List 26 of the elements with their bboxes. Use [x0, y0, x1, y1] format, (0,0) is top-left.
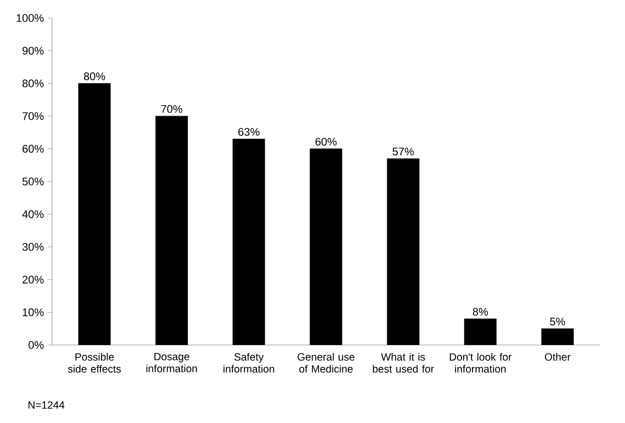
x-tick-label: General use of Medicine	[298, 352, 354, 373]
data-label: 80%	[84, 72, 106, 80]
x-tick-label: Possible side effects	[68, 352, 121, 373]
data-label: 63%	[238, 128, 260, 136]
y-tick-label: 40%	[22, 210, 44, 218]
x-tick-label: Dosage information	[146, 352, 197, 372]
y-tick-label: 70%	[22, 112, 44, 120]
text: N=1244	[28, 401, 64, 409]
data-label: 57%	[392, 148, 414, 156]
y-tick-label: 80%	[22, 80, 44, 88]
data-label: 5%	[550, 318, 566, 326]
y-tick-label: 90%	[22, 46, 44, 55]
y-tick-label: 20%	[22, 276, 44, 284]
x-tick-label: What it is best used for	[372, 352, 434, 373]
y-tick-label: 30%	[22, 243, 44, 251]
x-tick-label: Other	[544, 352, 570, 361]
x-tick-label: Safety information	[224, 352, 274, 373]
data-label: 8%	[472, 308, 488, 316]
y-tick-label: 100%	[16, 14, 44, 22]
y-tick-label: 50%	[22, 178, 44, 186]
x-tick-label: Don't look for information	[450, 352, 512, 373]
data-label: 70%	[161, 105, 182, 113]
data-label: 60%	[316, 138, 337, 146]
y-tick-label: 60%	[22, 144, 44, 153]
y-tick-label: 0%	[28, 341, 44, 349]
y-tick-label: 10%	[22, 308, 44, 316]
